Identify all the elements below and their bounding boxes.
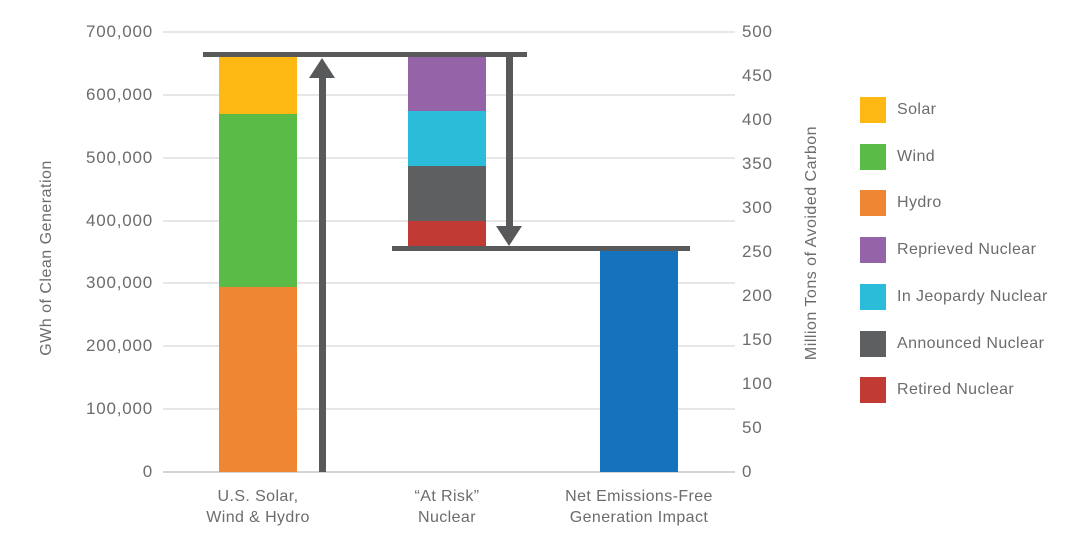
down-arrow-shaft — [505, 56, 513, 228]
legend-label-reprieved-nuclear: Reprieved Nuclear — [897, 241, 1037, 258]
right-axis-tick-label: 200 — [742, 286, 773, 305]
legend-swatch-in-jeopardy-nuclear — [860, 284, 886, 310]
x-baseline — [163, 471, 735, 473]
gridline — [163, 408, 735, 410]
right-axis-tick-label: 500 — [742, 22, 773, 41]
legend-swatch-announced-nuclear — [860, 331, 886, 357]
bar-segment-reprieved-nuclear — [408, 54, 486, 111]
left-axis-tick-label: 600,000 — [85, 85, 153, 104]
gridline — [163, 282, 735, 284]
gridline — [163, 345, 735, 347]
bar-segment-wind — [219, 113, 297, 287]
legend-swatch-reprieved-nuclear — [860, 237, 886, 263]
legend-swatch-solar — [860, 97, 886, 123]
legend-label-solar: Solar — [897, 101, 937, 118]
x-axis-label-3: Net Emissions-Free Generation Impact — [565, 488, 713, 526]
reference-line-bottom — [392, 246, 690, 252]
bar-segment-retired-nuclear — [408, 220, 486, 249]
x-axis-label-2: “At Risk” Nuclear — [414, 488, 480, 526]
right-axis-tick-label: 0 — [742, 462, 753, 481]
up-arrow-shaft — [318, 76, 326, 472]
legend-label-hydro: Hydro — [897, 194, 942, 211]
gridline — [163, 31, 735, 33]
legend-swatch-retired-nuclear — [860, 377, 886, 403]
bar-segment-in-jeopardy-nuclear — [408, 110, 486, 166]
left-axis-tick-label: 500,000 — [85, 148, 153, 167]
down-arrow-head — [496, 226, 522, 246]
legend-label-wind: Wind — [897, 148, 936, 165]
right-axis-tick-label: 150 — [742, 330, 773, 349]
right-axis-tick-label: 400 — [742, 110, 773, 129]
right-axis-tick-label: 100 — [742, 374, 773, 393]
bar-segment-net-emissions-free-generation-impact — [600, 248, 678, 472]
reference-line-top — [203, 51, 527, 57]
right-axis-tick-label: 300 — [742, 198, 773, 217]
legend-label-retired-nuclear: Retired Nuclear — [897, 381, 1015, 398]
left-axis-tick-label: 0 — [142, 462, 153, 481]
left-axis-tick-label: 100,000 — [85, 399, 153, 418]
right-axis-tick-label: 50 — [742, 418, 763, 437]
right-axis-title: Million Tons of Avoided Carbon — [803, 125, 820, 361]
bar-segment-announced-nuclear — [408, 165, 486, 221]
right-axis-tick-label: 250 — [742, 242, 773, 261]
left-axis-tick-label: 700,000 — [85, 22, 153, 41]
legend-swatch-wind — [860, 144, 886, 170]
right-axis-tick-label: 450 — [742, 66, 773, 85]
up-arrow-head — [309, 58, 335, 78]
left-axis-tick-label: 400,000 — [85, 211, 153, 230]
bar-segment-solar — [219, 54, 297, 114]
legend-swatch-hydro — [860, 190, 886, 216]
left-axis-tick-label: 200,000 — [85, 336, 153, 355]
legend-label-in-jeopardy-nuclear: In Jeopardy Nuclear — [897, 288, 1048, 305]
left-axis-tick-label: 300,000 — [85, 273, 153, 292]
right-axis-tick-label: 350 — [742, 154, 773, 173]
x-axis-label-1: U.S. Solar, Wind & Hydro — [206, 488, 310, 526]
legend-label-announced-nuclear: Announced Nuclear — [897, 335, 1045, 352]
bar-segment-hydro — [219, 286, 297, 472]
